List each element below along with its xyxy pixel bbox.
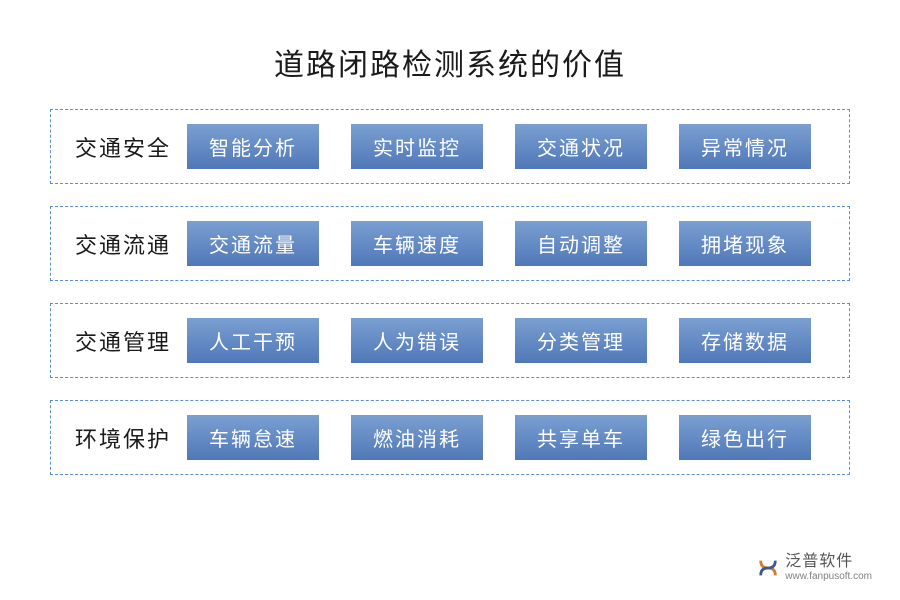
tag-item: 绿色出行 — [679, 415, 811, 460]
category-label: 交通管理 — [67, 325, 187, 357]
diagram-title: 道路闭路检测系统的价值 — [50, 40, 850, 84]
watermark: 泛普软件 www.fanpusoft.com — [757, 553, 872, 582]
category-row: 环境保护 车辆怠速 燃油消耗 共享单车 绿色出行 — [50, 400, 850, 475]
tag-item: 人为错误 — [351, 318, 483, 363]
tag-item: 燃油消耗 — [351, 415, 483, 460]
logo-icon — [757, 557, 779, 579]
tag-group: 交通流量 车辆速度 自动调整 拥堵现象 — [187, 221, 833, 266]
tag-item: 车辆怠速 — [187, 415, 319, 460]
watermark-url: www.fanpusoft.com — [785, 571, 872, 582]
diagram-container: 道路闭路检测系统的价值 交通安全 智能分析 实时监控 交通状况 异常情况 交通流… — [0, 0, 900, 517]
category-label: 环境保护 — [67, 422, 187, 454]
tag-item: 存储数据 — [679, 318, 811, 363]
category-label: 交通安全 — [67, 131, 187, 163]
tag-item: 实时监控 — [351, 124, 483, 169]
tag-item: 拥堵现象 — [679, 221, 811, 266]
tag-group: 车辆怠速 燃油消耗 共享单车 绿色出行 — [187, 415, 833, 460]
tag-item: 交通流量 — [187, 221, 319, 266]
watermark-text: 泛普软件 www.fanpusoft.com — [785, 553, 872, 582]
tag-item: 人工干预 — [187, 318, 319, 363]
watermark-name: 泛普软件 — [785, 553, 853, 571]
tag-group: 智能分析 实时监控 交通状况 异常情况 — [187, 124, 833, 169]
tag-item: 异常情况 — [679, 124, 811, 169]
tag-item: 车辆速度 — [351, 221, 483, 266]
category-row: 交通安全 智能分析 实时监控 交通状况 异常情况 — [50, 109, 850, 184]
tag-item: 自动调整 — [515, 221, 647, 266]
tag-group: 人工干预 人为错误 分类管理 存储数据 — [187, 318, 833, 363]
tag-item: 分类管理 — [515, 318, 647, 363]
tag-item: 智能分析 — [187, 124, 319, 169]
tag-item: 交通状况 — [515, 124, 647, 169]
category-row: 交通流通 交通流量 车辆速度 自动调整 拥堵现象 — [50, 206, 850, 281]
category-label: 交通流通 — [67, 228, 187, 260]
tag-item: 共享单车 — [515, 415, 647, 460]
category-row: 交通管理 人工干预 人为错误 分类管理 存储数据 — [50, 303, 850, 378]
